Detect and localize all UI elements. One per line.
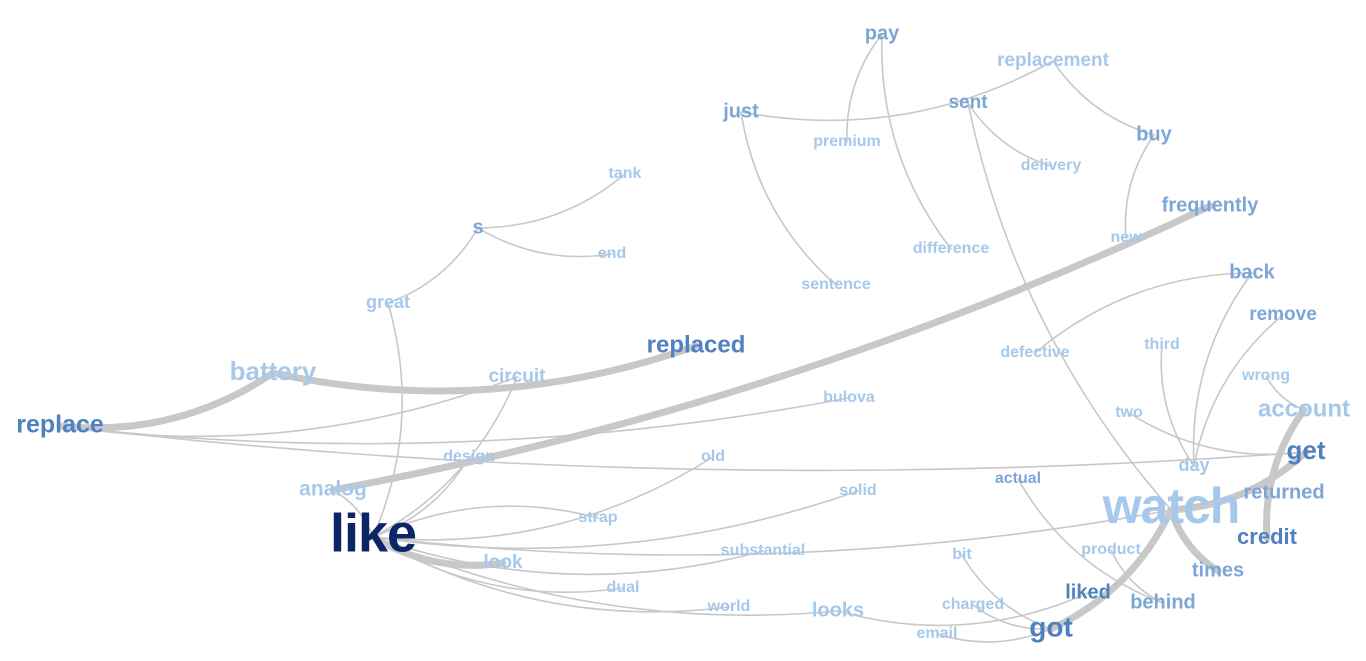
word-watch: watch bbox=[1102, 478, 1240, 534]
word-analog: analog bbox=[299, 478, 367, 501]
word-times: times bbox=[1192, 559, 1244, 581]
word-pay: pay bbox=[865, 22, 900, 44]
edge-great-s bbox=[387, 227, 479, 304]
word-premium: premium bbox=[813, 133, 881, 150]
edge-like-great bbox=[372, 302, 403, 538]
word-actual: actual bbox=[995, 470, 1041, 487]
word-returned: returned bbox=[1243, 481, 1324, 503]
word-delivery: delivery bbox=[1021, 157, 1082, 174]
edge-replacement-buy bbox=[1052, 60, 1155, 136]
word-credit: credit bbox=[1237, 524, 1298, 549]
word-sentence: sentence bbox=[801, 276, 870, 293]
word-like: like bbox=[330, 503, 416, 563]
word-email: email bbox=[917, 625, 958, 642]
edge-like-watch bbox=[372, 509, 1172, 556]
edge-just-replacement bbox=[740, 60, 1054, 122]
edge-remove-day bbox=[1193, 314, 1284, 467]
word-old: old bbox=[701, 448, 725, 465]
word-third: third bbox=[1144, 336, 1180, 353]
edge-replace-battery bbox=[56, 369, 277, 432]
edge-product-behind bbox=[1110, 549, 1164, 604]
edge-like-old bbox=[372, 456, 714, 541]
word-dual: dual bbox=[607, 579, 640, 596]
edge-sent-watch bbox=[967, 102, 1172, 511]
edge-battery-replaced bbox=[269, 342, 700, 395]
edge-like-circuit bbox=[372, 376, 518, 538]
word-replace: replace bbox=[16, 411, 104, 439]
word-end: end bbox=[598, 245, 626, 262]
edge-pay-difference bbox=[880, 33, 952, 250]
word-just: just bbox=[722, 100, 759, 122]
word-world: world bbox=[707, 598, 751, 615]
edge-like-looks bbox=[372, 536, 839, 616]
word-tank: tank bbox=[609, 165, 642, 182]
word-looks: looks bbox=[812, 599, 864, 621]
word-s: s bbox=[472, 216, 483, 238]
word-new: new bbox=[1110, 229, 1142, 246]
edge-pay-premium bbox=[846, 33, 883, 143]
word-replacement: replacement bbox=[997, 50, 1110, 71]
edge-watch-times bbox=[1167, 506, 1222, 575]
edge-wrong-account bbox=[1265, 375, 1305, 411]
edge-back-defective bbox=[1034, 272, 1253, 354]
word-battery: battery bbox=[230, 356, 317, 386]
word-circuit: circuit bbox=[488, 366, 546, 387]
edge-third-day bbox=[1160, 344, 1195, 467]
word-two: two bbox=[1115, 404, 1143, 421]
edge-account-credit bbox=[1263, 406, 1308, 542]
word-account: account bbox=[1258, 395, 1350, 422]
word-substantial: substantial bbox=[721, 542, 805, 559]
word-difference: difference bbox=[913, 240, 990, 257]
edge-just-sentence bbox=[740, 111, 837, 286]
edge-bit-got bbox=[961, 554, 1052, 630]
edge-back-day bbox=[1192, 272, 1253, 467]
edge-like-world bbox=[372, 536, 730, 613]
word-got: got bbox=[1029, 611, 1073, 642]
word-behind: behind bbox=[1130, 591, 1196, 613]
word-buy: buy bbox=[1136, 123, 1172, 145]
word-design: design bbox=[443, 448, 495, 465]
edge-replace-get bbox=[59, 425, 1307, 472]
word-charged: charged bbox=[942, 596, 1004, 613]
edge-two-get bbox=[1128, 412, 1307, 456]
word-replaced: replaced bbox=[647, 331, 746, 358]
edge-like-analog bbox=[332, 489, 374, 538]
word-sent: sent bbox=[948, 92, 988, 113]
word-great: great bbox=[366, 292, 410, 312]
edge-watch-get bbox=[1167, 448, 1310, 514]
word-day: day bbox=[1178, 455, 1209, 475]
edge-looks-liked bbox=[837, 592, 1089, 627]
edge-charged-got bbox=[972, 604, 1052, 630]
word-defective: defective bbox=[1000, 344, 1069, 361]
word-liked: liked bbox=[1065, 581, 1111, 603]
edge-got-watch bbox=[1047, 506, 1175, 633]
edge-buy-new bbox=[1124, 134, 1155, 239]
edge-s-tank bbox=[477, 173, 626, 229]
word-layer: pay replacement just sent buy premium delivery… bbox=[16, 22, 1350, 642]
word-get: get bbox=[1287, 435, 1326, 465]
edge-sent-delivery bbox=[967, 102, 1052, 167]
edge-strap-like bbox=[372, 505, 599, 538]
word-wrong: wrong bbox=[1241, 367, 1290, 384]
edge-replace-bulova bbox=[59, 397, 850, 445]
word-bit: bit bbox=[952, 546, 972, 563]
edge-actual-behind bbox=[1017, 478, 1164, 604]
word-remove: remove bbox=[1249, 304, 1317, 325]
edge-s-end bbox=[477, 227, 613, 258]
word-strap: strap bbox=[578, 509, 617, 526]
word-product: product bbox=[1081, 541, 1141, 558]
word-look: look bbox=[483, 552, 522, 573]
word-bulova: bulova bbox=[823, 389, 875, 406]
edge-email-got bbox=[936, 628, 1052, 643]
edge-layer bbox=[56, 33, 1310, 643]
word-back: back bbox=[1229, 261, 1275, 283]
edge-like-substantial bbox=[372, 536, 764, 576]
word-solid: solid bbox=[839, 482, 876, 499]
word-frequently: frequently bbox=[1162, 194, 1260, 216]
